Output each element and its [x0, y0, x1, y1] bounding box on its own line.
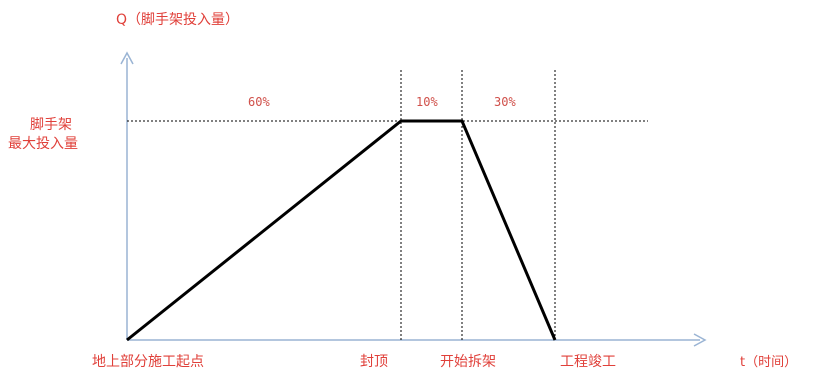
phase-percent-construction: 60% — [248, 95, 270, 109]
max-level-label-line2: 最大投入量 — [8, 136, 78, 152]
milestone-completion-label: 工程竣工 — [560, 354, 616, 370]
y-axis-arrow — [120, 51, 134, 65]
x-axis-label: t（时间） — [740, 355, 797, 370]
axes — [120, 51, 707, 347]
milestone-topping-out-label: 封顶 — [360, 354, 388, 370]
usage-curve — [126, 119, 557, 342]
max-level-label-line1: 脚手架 — [30, 117, 72, 133]
milestone-start-label: 地上部分施工起点 — [92, 354, 204, 370]
phase-percent-holding: 10% — [416, 95, 438, 109]
milestone-start-dismantle-label: 开始拆架 — [440, 354, 496, 370]
guide-lines — [127, 70, 648, 340]
y-axis-label: Q（脚手架投入量） — [116, 12, 239, 28]
phase-percent-dismantling: 30% — [494, 95, 516, 109]
x-axis-arrow — [693, 333, 707, 347]
